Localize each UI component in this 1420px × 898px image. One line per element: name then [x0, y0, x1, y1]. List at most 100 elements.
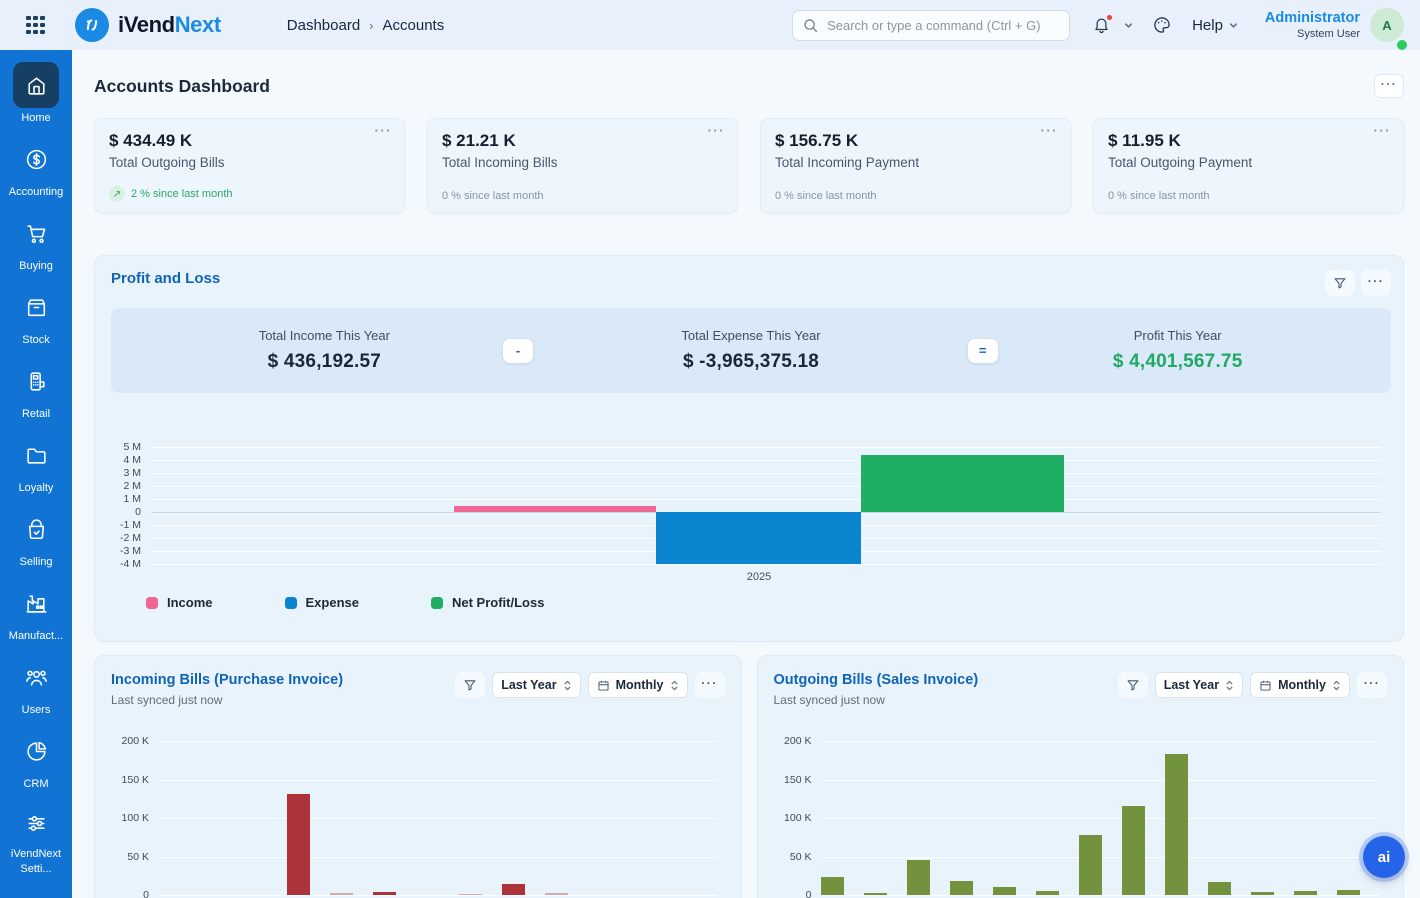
bar[interactable] [459, 894, 482, 896]
bar[interactable] [1251, 892, 1274, 895]
bar[interactable] [1208, 882, 1231, 895]
kpi-value: $ 434.49 K [109, 131, 390, 151]
incoming-bills-chart: 200 K150 K100 K50 K0 [111, 719, 725, 898]
bar[interactable] [1036, 891, 1059, 895]
bar[interactable] [1079, 835, 1102, 895]
card-ellipsis-menu-icon[interactable]: ··· [1374, 123, 1392, 138]
period-select[interactable]: Last Year [1155, 672, 1243, 698]
notifications-bell-icon[interactable] [1092, 16, 1111, 35]
last-synced-text: Last synced just now [774, 693, 979, 707]
sidebar-item-buying[interactable]: Buying [0, 210, 72, 284]
sidebar-item-stock[interactable]: Stock [0, 284, 72, 358]
gridline [151, 447, 1381, 448]
app-grid-icon[interactable] [26, 16, 45, 35]
bar[interactable] [1294, 891, 1317, 895]
card-ellipsis-menu-icon[interactable]: ··· [1041, 123, 1059, 138]
user-name: Administrator [1265, 10, 1360, 27]
theme-palette-icon[interactable] [1152, 15, 1172, 35]
bar[interactable] [1122, 806, 1145, 895]
gridline [151, 473, 1381, 474]
users-icon [13, 654, 59, 700]
kpi-label: Total Outgoing Payment [1108, 155, 1389, 170]
notifications-chevron-down-icon[interactable] [1121, 18, 1136, 33]
panel-ellipsis-menu-icon[interactable]: ··· [1357, 672, 1387, 698]
bar[interactable] [864, 893, 887, 895]
y-axis-tick: 200 K [111, 735, 149, 747]
filter-button[interactable] [455, 672, 485, 698]
gridline [822, 818, 1380, 819]
user-menu[interactable]: Administrator System User [1265, 10, 1360, 40]
sidebar-item-ivendnext-setti[interactable]: iVendNext Setti... [0, 802, 72, 876]
brand-logo-icon[interactable] [75, 8, 109, 42]
y-axis-tick: 0 [111, 506, 141, 518]
gridline [151, 486, 1381, 487]
y-axis-tick: -3 M [111, 545, 141, 557]
gridline [151, 499, 1381, 500]
page-header: Accounts Dashboard ··· [94, 74, 1404, 98]
bar[interactable] [1165, 754, 1188, 895]
sidebar-item-label: Retail [22, 407, 50, 421]
panel-ellipsis-menu-icon[interactable]: ··· [1361, 270, 1391, 296]
sidebar-item-crm[interactable]: CRM [0, 728, 72, 802]
bar[interactable] [502, 884, 525, 895]
bar[interactable] [993, 887, 1016, 895]
bar[interactable] [373, 892, 396, 895]
filter-button[interactable] [1118, 672, 1148, 698]
summary-value: $ -3,965,375.18 [683, 351, 819, 373]
period-select[interactable]: Last Year [492, 672, 580, 698]
granularity-select[interactable]: Monthly [588, 672, 688, 698]
global-search[interactable] [792, 10, 1070, 41]
y-axis-tick: 4 M [111, 454, 141, 466]
sidebar-item-accounting[interactable]: Accounting [0, 136, 72, 210]
help-menu[interactable]: Help [1192, 17, 1239, 34]
avatar[interactable]: A [1370, 8, 1404, 42]
brand-name[interactable]: iVendNext [118, 12, 221, 38]
ai-assistant-button[interactable]: ai [1363, 836, 1405, 878]
pos-terminal-icon [13, 358, 59, 404]
sidebar-item-selling[interactable]: Selling [0, 506, 72, 580]
breadcrumb-accounts[interactable]: Accounts [383, 17, 445, 34]
sidebar-item-manufact[interactable]: Manufact... [0, 580, 72, 654]
legend-label: Net Profit/Loss [452, 595, 544, 610]
bar[interactable] [1337, 890, 1360, 895]
y-axis-tick: 150 K [111, 774, 149, 786]
equals-operator-badge: = [968, 339, 998, 363]
card-ellipsis-menu-icon[interactable]: ··· [708, 123, 726, 138]
filter-button[interactable] [1325, 270, 1355, 296]
panel-ellipsis-menu-icon[interactable]: ··· [695, 672, 725, 698]
net-profit-loss-bar[interactable] [861, 455, 1064, 512]
sidebar-item-retail[interactable]: Retail [0, 358, 72, 432]
profit-summary: Profit This Year $ 4,401,567.75 [964, 308, 1391, 393]
period-select-value: Last Year [501, 678, 556, 692]
bar[interactable] [287, 794, 310, 895]
package-icon [13, 284, 59, 330]
kpi-change-neutral: 0 % since last month [442, 190, 544, 202]
sidebar-item-home[interactable]: Home [0, 62, 72, 136]
bar[interactable] [545, 893, 568, 895]
bar[interactable] [330, 893, 353, 895]
updown-chevron-icon [563, 679, 572, 692]
bar[interactable] [907, 860, 930, 895]
income-bar[interactable] [454, 506, 656, 512]
sidebar-item-loyalty[interactable]: Loyalty [0, 432, 72, 506]
pie-chart-icon [13, 728, 59, 774]
y-axis-tick: -4 M [111, 558, 141, 570]
search-input[interactable] [825, 17, 1059, 34]
sidebar-item-label: iVendNext Setti... [3, 847, 69, 876]
app-window: iVendNext Dashboard › Accounts [0, 0, 1420, 898]
header-icon-cluster: Help [1092, 15, 1239, 35]
card-ellipsis-menu-icon[interactable]: ··· [375, 123, 393, 138]
summary-label: Total Income This Year [259, 328, 390, 343]
page-ellipsis-menu-icon[interactable]: ··· [1374, 74, 1404, 98]
breadcrumb-dashboard[interactable]: Dashboard [287, 17, 360, 34]
sidebar-item-label: Users [22, 703, 51, 717]
breadcrumb-separator-icon: › [369, 18, 373, 33]
bar[interactable] [950, 881, 973, 895]
bar[interactable] [821, 877, 844, 895]
expense-bar[interactable] [656, 512, 861, 564]
kpi-value: $ 156.75 K [775, 131, 1056, 151]
sidebar-item-users[interactable]: Users [0, 654, 72, 728]
gridline [159, 741, 717, 742]
granularity-select[interactable]: Monthly [1250, 672, 1350, 698]
updown-chevron-icon [1332, 679, 1341, 692]
